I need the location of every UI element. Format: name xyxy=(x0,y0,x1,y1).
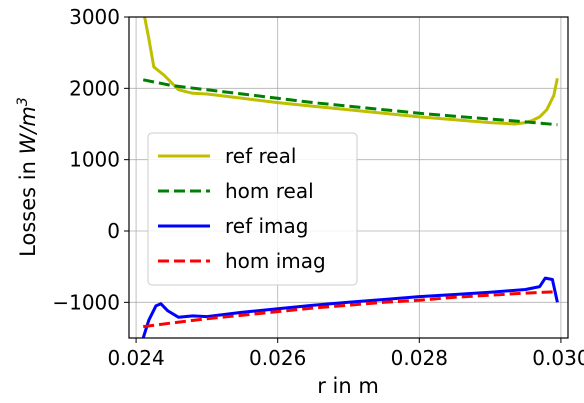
x-axis-label: r in m xyxy=(317,374,379,398)
legend-box xyxy=(147,132,358,286)
y-tick-label: 2000 xyxy=(69,76,120,100)
plot-frame xyxy=(128,16,569,339)
y-tick-label: 3000 xyxy=(69,5,120,29)
x-tick-label: 0.028 xyxy=(391,346,448,370)
legend: ref real hom real ref imag hom imag xyxy=(147,132,358,286)
legend-label-hom-real: hom real xyxy=(225,179,314,203)
y-axis-label: Losses in W/m3 xyxy=(15,97,40,257)
legend-label-ref-real: ref real xyxy=(225,144,296,168)
x-tick-label: 0.026 xyxy=(249,346,306,370)
legend-label-ref-imag: ref imag xyxy=(225,214,308,238)
series-line-hom-imag xyxy=(143,290,558,329)
series-layer xyxy=(141,17,559,338)
y-tick-label: 1000 xyxy=(69,148,120,172)
x-tick-label: 0.024 xyxy=(107,346,164,370)
x-tick-label: 0.030 xyxy=(532,346,584,370)
series-line-ref-imag xyxy=(141,276,559,338)
series-line-hom-real xyxy=(142,78,558,127)
series-line-ref-real xyxy=(143,17,559,126)
y-tick-label: −1000 xyxy=(52,290,120,314)
y-tick-label: 0 xyxy=(107,219,120,243)
legend-label-hom-imag: hom imag xyxy=(225,249,326,273)
axis-ticks: 0.024 0.026 0.028 0.030 3000 2000 1000 0 −1000 xyxy=(52,5,584,370)
